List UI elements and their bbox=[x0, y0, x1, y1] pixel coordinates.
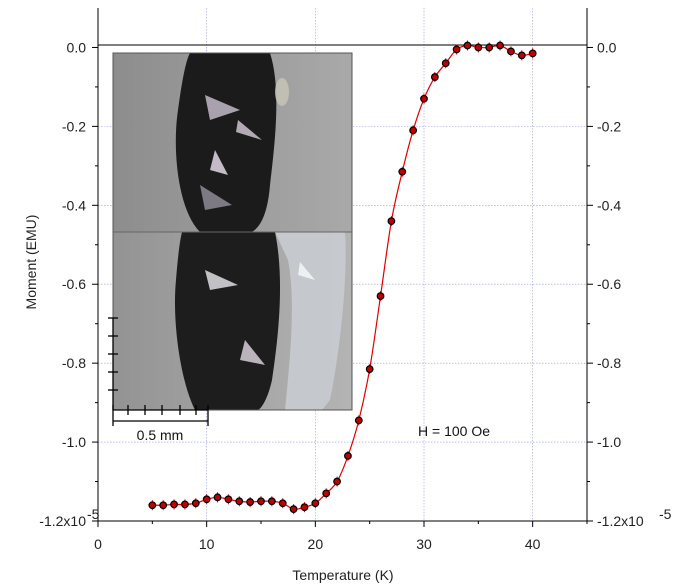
data-series bbox=[148, 40, 537, 515]
data-point bbox=[485, 43, 494, 52]
data-point bbox=[235, 497, 244, 506]
axes bbox=[97, 8, 588, 522]
y-tick-label-right: -0.8 bbox=[597, 355, 621, 371]
x-tick-label: 40 bbox=[525, 536, 541, 552]
data-point bbox=[354, 416, 363, 425]
data-point bbox=[246, 498, 255, 506]
y-tick-label-right: 0.0 bbox=[597, 39, 617, 55]
data-point bbox=[267, 497, 276, 506]
y-tick-label-left: -0.8 bbox=[62, 355, 86, 371]
data-point bbox=[322, 489, 331, 498]
y-tick-label-left: 0.0 bbox=[67, 39, 87, 55]
x-tick-label: 0 bbox=[94, 536, 102, 552]
data-point bbox=[311, 499, 320, 508]
y-tick-label-left: -0.2 bbox=[62, 118, 86, 134]
data-point bbox=[224, 495, 233, 504]
data-point bbox=[463, 41, 472, 50]
y-tick-label-right: -0.6 bbox=[597, 276, 621, 292]
data-point bbox=[474, 43, 483, 52]
data-point bbox=[452, 45, 461, 54]
x-tick-label: 10 bbox=[199, 536, 215, 552]
data-point bbox=[398, 167, 407, 176]
y-tick-label-right: -0.4 bbox=[597, 197, 621, 213]
data-point bbox=[517, 51, 526, 60]
data-point bbox=[300, 503, 309, 512]
y-tick-label-left: -1.2x10 bbox=[39, 513, 86, 529]
data-point bbox=[344, 451, 352, 460]
y-exponent-right: -5 bbox=[659, 506, 672, 522]
y-exponent-left: -5 bbox=[87, 506, 100, 522]
x-tick-label: 30 bbox=[416, 536, 432, 552]
inset-scale-label: 0.5 mm bbox=[137, 427, 184, 443]
data-point bbox=[376, 292, 385, 300]
data-point bbox=[257, 497, 265, 506]
data-point bbox=[278, 499, 287, 508]
data-point bbox=[420, 94, 428, 103]
data-point bbox=[289, 505, 298, 514]
y-tick-label-right: -1.0 bbox=[597, 434, 621, 450]
data-point bbox=[409, 126, 418, 135]
data-point bbox=[387, 217, 396, 225]
y-tick-label-left: -0.6 bbox=[62, 276, 86, 292]
data-point bbox=[202, 495, 211, 504]
field-annotation: H = 100 Oe bbox=[418, 423, 490, 439]
data-point bbox=[365, 365, 374, 373]
x-axis-title: Temperature (K) bbox=[292, 567, 393, 583]
data-point bbox=[441, 59, 450, 68]
data-point bbox=[181, 500, 189, 509]
y-tick-label-left: -0.4 bbox=[62, 197, 86, 213]
axis-ticks bbox=[92, 46, 593, 527]
data-point bbox=[159, 501, 168, 510]
data-point bbox=[148, 501, 157, 510]
data-point bbox=[213, 493, 222, 502]
data-point bbox=[430, 73, 439, 81]
x-tick-label: 20 bbox=[308, 536, 324, 552]
data-point bbox=[507, 47, 515, 56]
data-point bbox=[191, 499, 200, 508]
y-axis-title: Moment (EMU) bbox=[23, 215, 39, 310]
crystal-photo-inset bbox=[112, 52, 353, 411]
data-point bbox=[333, 477, 341, 486]
data-point bbox=[528, 49, 537, 58]
inset-scale-bar bbox=[108, 317, 209, 426]
y-tick-label-right: -0.2 bbox=[597, 118, 621, 134]
y-tick-label-right: -1.2x10 bbox=[597, 513, 644, 529]
data-point bbox=[170, 500, 178, 509]
y-tick-label-left: -1.0 bbox=[62, 434, 86, 450]
data-point bbox=[496, 41, 504, 50]
